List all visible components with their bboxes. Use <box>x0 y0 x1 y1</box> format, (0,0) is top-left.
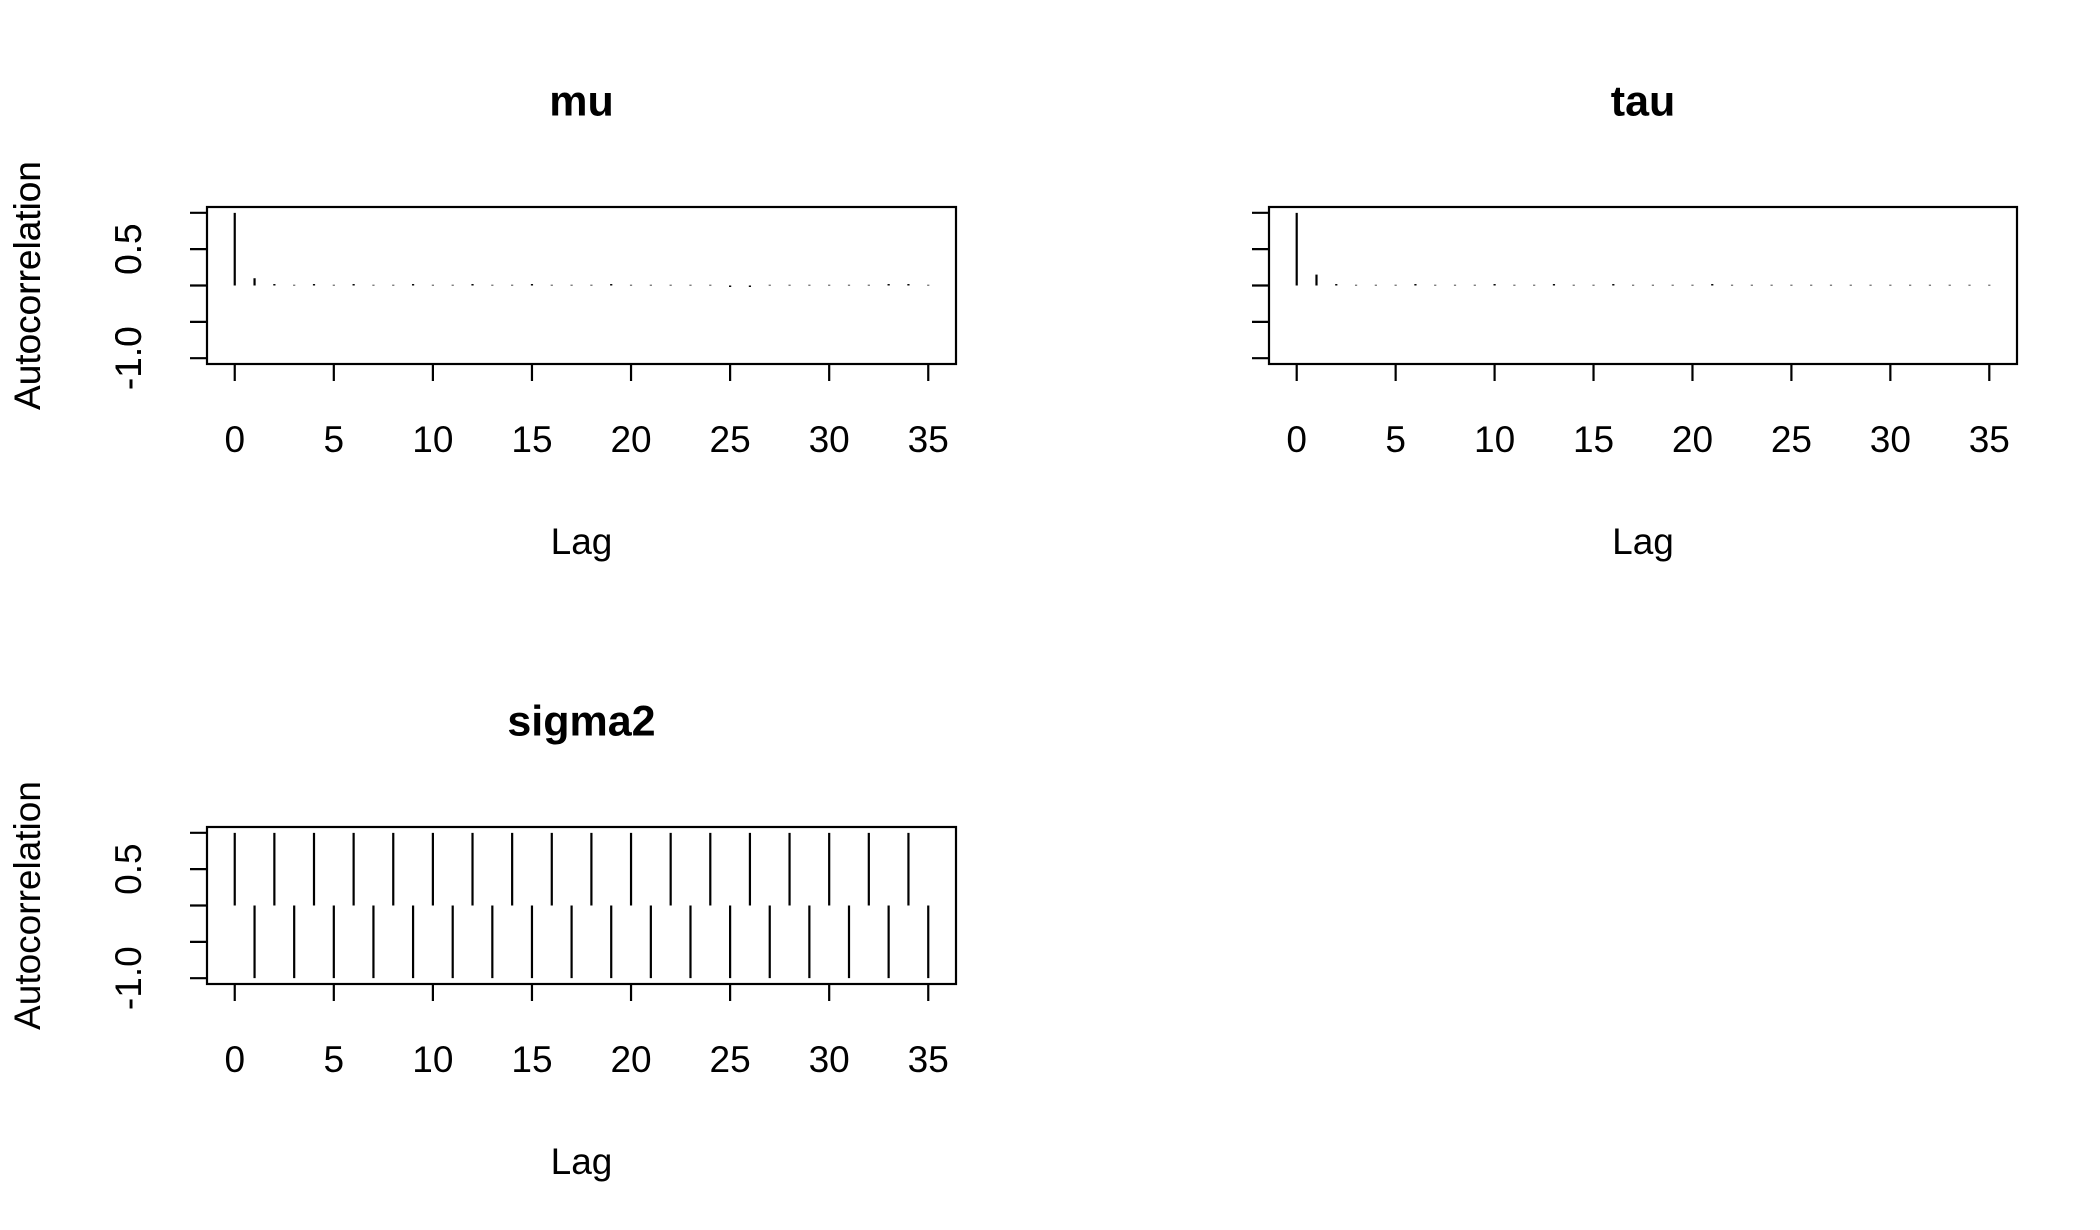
plot-box <box>205 205 958 366</box>
x-tick-label: 25 <box>710 1039 751 1080</box>
y-tick-label: 0.5 <box>108 843 149 894</box>
plot-box <box>205 825 958 986</box>
x-axis-label: Lag <box>551 521 613 562</box>
y-axis-label: Autocorrelation <box>7 781 48 1030</box>
x-tick-label: 10 <box>412 1039 453 1080</box>
y-tick-label: 0.5 <box>108 223 149 274</box>
title: tau <box>1611 77 1676 125</box>
x-tick-label: 20 <box>610 1039 651 1080</box>
x-tick-label: 5 <box>324 419 345 460</box>
y-tick-label: -1.0 <box>108 326 149 390</box>
y-tick-label: -1.0 <box>108 326 149 390</box>
x-tick-label: 0 <box>224 1039 245 1080</box>
x-tick-label: 30 <box>809 419 850 460</box>
y-axis-label: Autocorrelation <box>7 161 48 410</box>
x-tick-label: 0 <box>1286 419 1307 460</box>
x-tick-label: 15 <box>1573 419 1614 460</box>
plot-box <box>1267 205 2019 366</box>
y-axis-label: Autocorrelation <box>7 161 48 410</box>
x-tick-label: 0 <box>224 419 245 460</box>
title: sigma2 <box>507 697 655 745</box>
x-tick-label: 10 <box>412 419 453 460</box>
x-tick-label: 30 <box>809 1039 850 1080</box>
x-tick-label: 5 <box>1385 419 1406 460</box>
x-tick-label: 30 <box>1870 419 1911 460</box>
x-axis-label: Lag <box>1612 521 1674 562</box>
x-tick-label: 15 <box>511 1039 552 1080</box>
x-tick-label: 35 <box>908 1039 949 1080</box>
x-tick-label: 20 <box>610 419 651 460</box>
y-tick-label: 0.5 <box>108 223 149 274</box>
x-tick-label: 35 <box>1969 419 2010 460</box>
x-tick-label: 35 <box>908 419 949 460</box>
x-tick-label: 20 <box>1672 419 1713 460</box>
x-tick-label: 15 <box>511 419 552 460</box>
x-axis-label: Lag <box>551 1141 613 1182</box>
x-tick-label: 25 <box>1771 419 1812 460</box>
title: mu <box>549 77 614 125</box>
x-tick-label: 25 <box>710 419 751 460</box>
x-tick-label: 10 <box>1474 419 1515 460</box>
x-tick-label: 5 <box>324 1039 345 1080</box>
y-tick-label: -1.0 <box>108 946 149 1010</box>
